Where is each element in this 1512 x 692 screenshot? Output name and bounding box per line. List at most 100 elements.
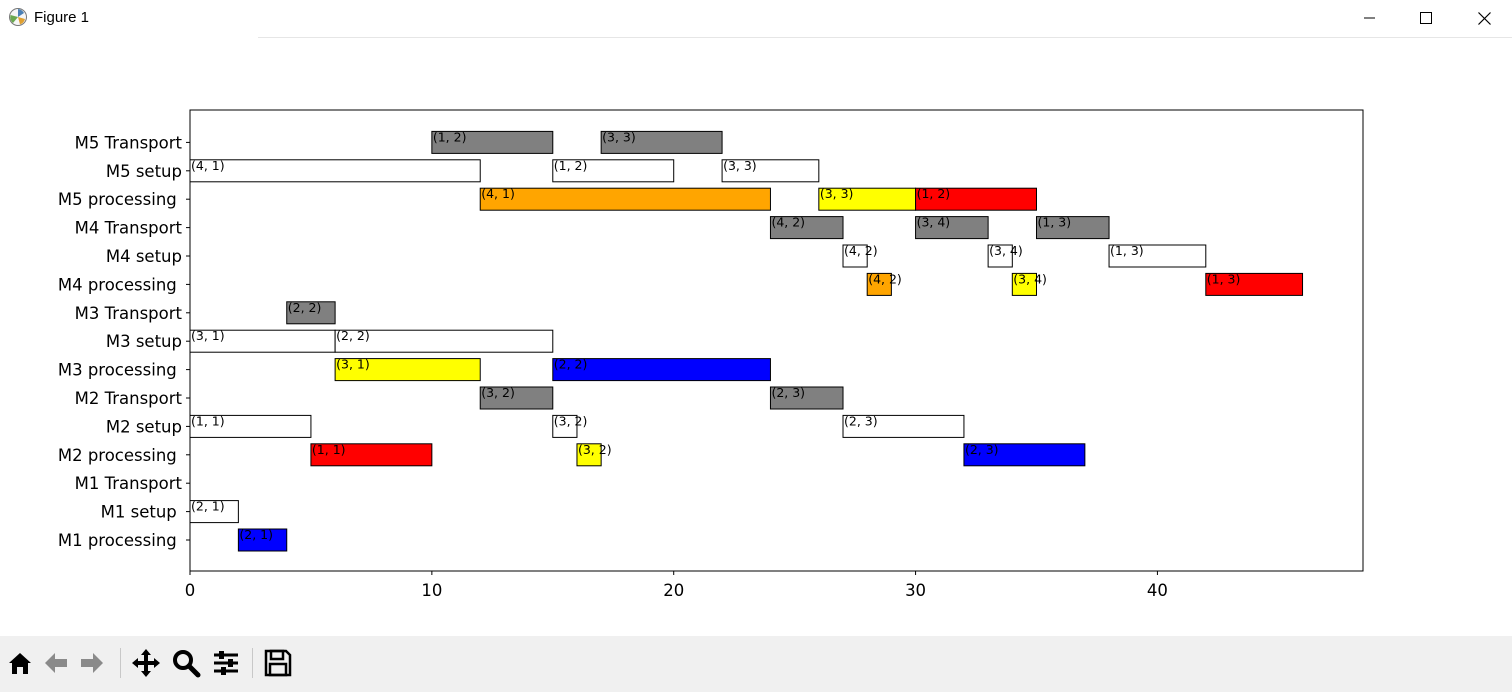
maximize-button[interactable] <box>1397 0 1455 36</box>
save-button[interactable] <box>262 646 294 680</box>
gantt-bar <box>915 216 989 240</box>
gantt-bar <box>431 130 554 154</box>
home-icon <box>9 653 31 674</box>
gantt-bar <box>769 216 844 240</box>
close-icon <box>1477 11 1491 25</box>
y-tick-label: M3 processing <box>58 361 182 380</box>
gantt-bar <box>334 329 554 353</box>
gantt-bar <box>552 414 578 438</box>
toolbar-separator <box>252 648 253 678</box>
back-arrow-icon <box>45 653 67 673</box>
bar-label: (1, 1) <box>312 442 346 457</box>
gantt-bar <box>1035 216 1110 240</box>
minimize-icon <box>1364 17 1375 19</box>
gantt-bar <box>1011 272 1037 296</box>
bar-label: (1, 3) <box>1207 271 1241 286</box>
bar-label: (3, 4) <box>1013 271 1047 286</box>
navigation-toolbar <box>0 636 1512 692</box>
close-button[interactable] <box>1455 0 1512 36</box>
gantt-bar <box>576 443 602 467</box>
x-tick-label: 10 <box>421 581 442 600</box>
gantt-bar <box>915 187 1037 211</box>
bar-label: (1, 3) <box>1110 243 1144 258</box>
gantt-bar <box>237 528 288 552</box>
save-icon <box>264 649 292 677</box>
y-tick-label: M1 Transport <box>75 474 183 493</box>
configure-subplots-icon <box>214 651 238 675</box>
forward-arrow-icon <box>81 653 103 673</box>
bar-label: (2, 3) <box>771 385 805 400</box>
bar-label: (1, 1) <box>191 413 225 428</box>
gantt-bar <box>479 187 771 211</box>
x-tick-label: 20 <box>663 581 684 600</box>
minimize-button[interactable] <box>1341 0 1399 36</box>
title-divider <box>258 37 1512 38</box>
gantt-chart: (2, 1) (2, 1) (1, 1) (3, 2) (2, 3) (1, 1) (3, … <box>58 109 1364 600</box>
maximize-icon <box>1420 12 1432 24</box>
home-button[interactable] <box>4 646 36 680</box>
y-tick-label: M3 setup <box>106 332 182 351</box>
bar-label: (2, 1) <box>239 527 273 542</box>
window-title: Figure 1 <box>34 9 90 26</box>
configure-subplots-button[interactable] <box>210 646 242 680</box>
y-tick-label: M2 setup <box>106 417 182 436</box>
gantt-bar <box>721 159 820 183</box>
bar-label: (3, 3) <box>820 186 854 201</box>
y-tick-label: M4 processing <box>58 275 182 294</box>
pan-button[interactable] <box>130 646 162 680</box>
x-tick-label: 0 <box>185 581 196 600</box>
bar-label: (3, 4) <box>917 215 951 230</box>
x-tick-label: 40 <box>1147 581 1168 600</box>
bar-label: (3, 4) <box>989 243 1023 258</box>
bar-label: (3, 1) <box>191 328 225 343</box>
y-tick-label: M2 processing <box>58 446 182 465</box>
gantt-bar <box>552 358 771 382</box>
gantt-bar <box>552 159 675 183</box>
toolbar-separator <box>120 648 121 678</box>
bar-label: (1, 2) <box>554 158 588 173</box>
y-tick-label: M3 Transport <box>75 304 183 323</box>
bar-label: (4, 1) <box>191 158 225 173</box>
bar-label: (3, 2) <box>578 442 612 457</box>
bar-label: (3, 2) <box>554 413 588 428</box>
bar-label: (4, 2) <box>771 215 805 230</box>
gantt-bar <box>866 272 892 296</box>
bar-label: (3, 1) <box>336 357 370 372</box>
bar-label: (3, 3) <box>602 129 636 144</box>
y-tick-label: M5 processing <box>58 190 182 209</box>
gantt-bar <box>286 301 336 325</box>
x-tick-label: 30 <box>905 581 926 600</box>
bar-label: (1, 3) <box>1037 215 1071 230</box>
matplotlib-icon <box>9 8 27 26</box>
back-button[interactable] <box>40 646 72 680</box>
bar-label: (4, 1) <box>481 186 515 201</box>
gantt-bar <box>600 130 723 154</box>
bar-label: (2, 2) <box>336 328 370 343</box>
gantt-bar <box>963 443 1086 467</box>
y-tick-label: M1 processing <box>58 531 182 550</box>
bar-label: (1, 2) <box>433 129 467 144</box>
gantt-bar <box>334 358 481 382</box>
bar-label: (2, 2) <box>554 357 588 372</box>
gantt-bar <box>310 443 433 467</box>
bar-label: (2, 3) <box>965 442 999 457</box>
gantt-bar <box>479 386 554 410</box>
y-tick-label: M5 Transport <box>75 133 183 152</box>
gantt-bar <box>987 244 1013 268</box>
y-tick-label: M5 setup <box>106 162 182 181</box>
forward-button[interactable] <box>76 646 108 680</box>
bar-label: (4, 2) <box>844 243 878 258</box>
bar-label: (2, 3) <box>844 413 878 428</box>
y-tick-label: M2 Transport <box>75 389 183 408</box>
y-tick-label: M1 setup <box>101 503 182 522</box>
bar-label: (3, 3) <box>723 158 757 173</box>
y-tick-label: M4 Transport <box>75 219 183 238</box>
gantt-bar <box>842 414 965 438</box>
gantt-bar <box>769 386 844 410</box>
gantt-bar <box>189 159 481 183</box>
zoom-icon <box>173 650 201 678</box>
zoom-button[interactable] <box>170 646 202 680</box>
figure-canvas[interactable]: (2, 1) (2, 1) (1, 1) (3, 2) (2, 3) (1, 1) (3, … <box>0 38 1512 636</box>
bar-label: (3, 2) <box>481 385 515 400</box>
y-tick-label: M4 setup <box>106 247 182 266</box>
